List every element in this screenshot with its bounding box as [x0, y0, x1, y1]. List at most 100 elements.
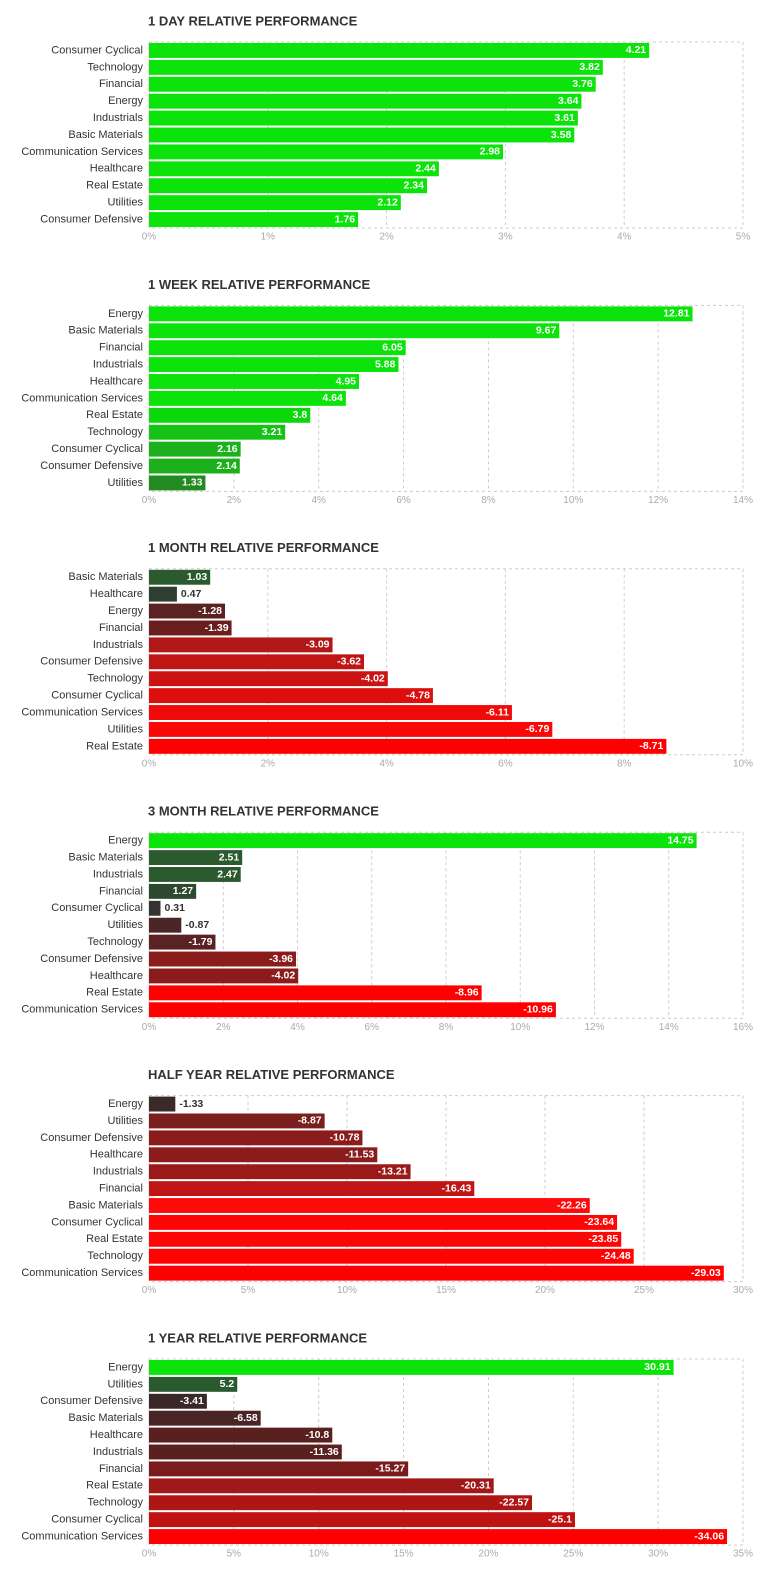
- bar: [149, 212, 359, 227]
- bar: [149, 951, 297, 967]
- x-tick-label: 30%: [648, 1549, 668, 1560]
- category-label: Industrials: [93, 358, 144, 370]
- chart-title: 1 MONTH RELATIVE PERFORMANCE: [148, 540, 379, 555]
- x-tick-label: 20%: [478, 1549, 498, 1560]
- x-tick-label: 25%: [563, 1549, 583, 1560]
- x-tick-label: 4%: [311, 495, 326, 506]
- value-label: -22.57: [499, 1497, 529, 1509]
- bar: [149, 867, 241, 882]
- x-tick-label: 8%: [481, 495, 496, 506]
- value-label: -8.71: [639, 740, 663, 752]
- category-label: Consumer Cyclical: [51, 44, 143, 56]
- value-label: -6.79: [525, 723, 549, 735]
- x-tick-label: 4%: [379, 758, 394, 769]
- bar: [149, 195, 401, 211]
- value-label: -15.27: [375, 1463, 405, 1475]
- value-label: -20.31: [461, 1480, 491, 1492]
- x-tick-label: 4%: [617, 232, 632, 243]
- x-tick-label: 10%: [309, 1549, 329, 1560]
- bar: [149, 76, 596, 92]
- x-tick-label: 20%: [535, 1285, 555, 1296]
- category-label: Consumer Cyclical: [51, 690, 143, 702]
- chart-title: 1 WEEK RELATIVE PERFORMANCE: [148, 277, 371, 292]
- bar: [149, 1376, 238, 1392]
- x-tick-label: 10%: [337, 1285, 357, 1296]
- value-label: -3.62: [337, 656, 361, 668]
- value-label: -4.78: [406, 689, 430, 701]
- bar: [149, 1181, 475, 1197]
- chart-title: 1 YEAR RELATIVE PERFORMANCE: [148, 1330, 367, 1345]
- category-label: Technology: [87, 61, 143, 73]
- x-tick-label: 14%: [659, 1022, 679, 1033]
- x-tick-label: 2%: [216, 1022, 231, 1033]
- bar: [149, 934, 216, 950]
- bar: [149, 144, 504, 160]
- category-label: Consumer Defensive: [40, 656, 143, 668]
- bar: [149, 721, 553, 737]
- value-label: 5.88: [375, 358, 396, 370]
- x-tick-label: 1%: [261, 232, 276, 243]
- bar: [149, 43, 650, 58]
- value-label: 3.64: [558, 95, 579, 107]
- x-tick-label: 0%: [142, 758, 157, 769]
- category-label: Utilities: [108, 477, 144, 489]
- category-label: Financial: [99, 622, 143, 634]
- category-label: Utilities: [108, 919, 144, 931]
- bar: [149, 1444, 342, 1460]
- category-label: Financial: [99, 78, 143, 90]
- bar: [149, 1427, 333, 1443]
- value-label: -34.06: [694, 1530, 724, 1542]
- value-label: 2.16: [217, 443, 238, 455]
- value-label: 5.2: [220, 1378, 235, 1390]
- value-label: 2.51: [219, 851, 240, 863]
- x-tick-label: 30%: [733, 1285, 753, 1296]
- category-label: Energy: [108, 95, 143, 107]
- x-tick-label: 4%: [290, 1022, 305, 1033]
- bar: [149, 390, 346, 406]
- x-tick-label: 12%: [584, 1022, 604, 1033]
- value-label: 3.8: [293, 409, 308, 421]
- value-label: 2.44: [415, 163, 436, 175]
- value-label: -25.1: [548, 1513, 572, 1525]
- category-label: Consumer Cyclical: [51, 1514, 143, 1526]
- bar: [149, 340, 406, 356]
- value-label: -1.39: [205, 622, 229, 634]
- category-label: Real Estate: [86, 180, 143, 192]
- category-label: Financial: [99, 885, 143, 897]
- chart-title: HALF YEAR RELATIVE PERFORMANCE: [148, 1067, 395, 1082]
- value-label: -3.09: [306, 639, 330, 651]
- value-label: 2.12: [377, 196, 398, 208]
- category-label: Communication Services: [21, 1267, 143, 1279]
- x-tick-label: 15%: [394, 1549, 414, 1560]
- category-label: Healthcare: [90, 970, 143, 982]
- category-label: Utilities: [108, 1115, 144, 1127]
- x-tick-label: 5%: [241, 1285, 256, 1296]
- value-label: -1.79: [189, 936, 213, 948]
- x-tick-label: 2%: [379, 232, 394, 243]
- x-tick-label: 35%: [733, 1549, 753, 1560]
- bar: [149, 458, 240, 474]
- bar: [149, 900, 161, 916]
- bar: [149, 178, 427, 194]
- category-label: Energy: [108, 1098, 143, 1110]
- value-label: 0.47: [181, 588, 202, 600]
- value-label: 4.95: [336, 375, 357, 387]
- x-tick-label: 0%: [142, 232, 157, 243]
- x-tick-label: 10%: [563, 495, 583, 506]
- value-label: -29.03: [691, 1267, 721, 1279]
- x-tick-label: 2%: [227, 495, 242, 506]
- value-label: 4.21: [626, 44, 647, 56]
- category-label: Consumer Defensive: [40, 1395, 143, 1407]
- bar: [149, 833, 697, 849]
- x-tick-label: 12%: [648, 495, 668, 506]
- category-label: Basic Materials: [68, 1412, 143, 1424]
- value-label: 9.67: [536, 325, 557, 337]
- value-label: -11.53: [345, 1149, 374, 1161]
- bar: [149, 705, 512, 720]
- bar: [149, 1147, 378, 1163]
- category-label: Industrials: [93, 639, 144, 651]
- category-label: Consumer Cyclical: [51, 902, 143, 914]
- value-label: -16.43: [442, 1182, 472, 1194]
- value-label: -4.02: [271, 970, 295, 982]
- value-label: -11.36: [310, 1446, 339, 1458]
